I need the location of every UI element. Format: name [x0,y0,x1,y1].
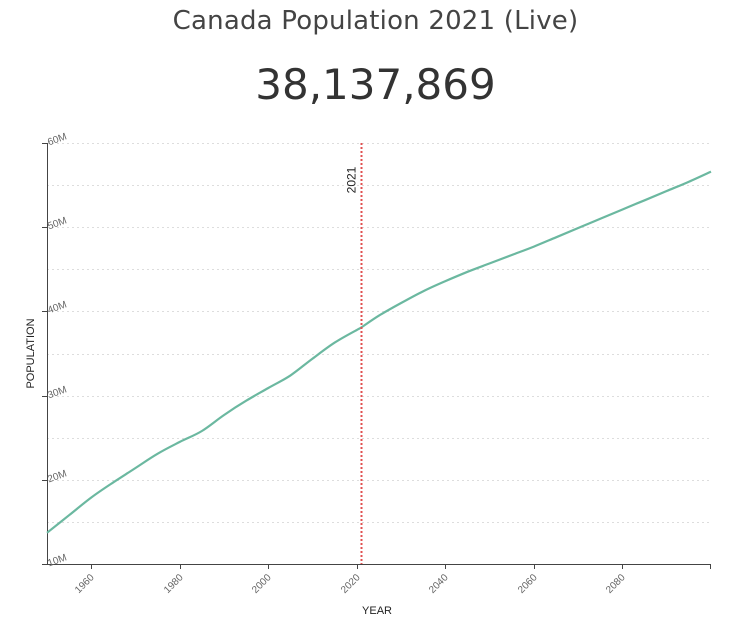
gridlines [47,143,711,523]
live-population-counter: 38,137,869 [255,60,496,109]
x-tick-label: 2080 [604,572,628,596]
current-year-marker: 2021 [345,143,363,564]
y-tick-label: 20M [46,468,68,485]
x-tick-label: 2020 [339,572,363,596]
y-tick-label: 60M [46,131,68,148]
x-tick-label: 2000 [250,572,274,596]
x-axis-title: YEAR [362,605,392,617]
y-tick-label: 50M [46,215,68,232]
y-tick-label: 10M [46,552,68,569]
y-tick-label: 40M [46,299,68,316]
x-tick-label: 1980 [162,572,186,596]
chart-title: Canada Population 2021 (Live) [172,6,579,36]
current-year-label: 2021 [345,166,359,193]
x-tick-label: 2060 [516,572,540,596]
series-layer [46,170,712,534]
axes: 10M 20M 30M 40M 50M 60M 1960 1980 2000 2020 2040 20… [25,131,711,617]
y-axis-title: POPULATION [25,318,37,388]
y-tick-label: 30M [46,384,68,401]
population-series-line [46,170,712,534]
x-tick-label: 2040 [427,572,451,596]
x-tick-label: 1960 [73,572,97,596]
